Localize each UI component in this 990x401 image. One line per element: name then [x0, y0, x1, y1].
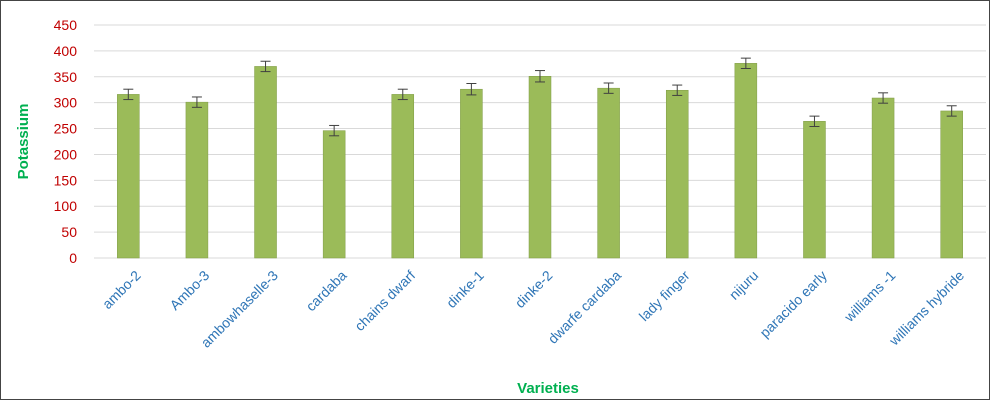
bar [460, 88, 483, 259]
x-tick-label: ambo-2 [99, 267, 144, 312]
y-tick-label: 0 [69, 250, 77, 266]
bar [185, 101, 209, 259]
x-tick-label: williams -1 [840, 267, 898, 325]
x-tick-label: dinke-1 [443, 267, 487, 311]
error-bar [740, 57, 751, 69]
error-bar [466, 83, 477, 96]
error-bar [535, 70, 545, 83]
y-axis-title: Potassium [15, 104, 32, 180]
x-tick-label: nijuru [726, 267, 762, 303]
bars [117, 63, 963, 259]
y-tick-label: 450 [54, 17, 78, 33]
error-bar [329, 124, 340, 137]
bar [322, 130, 346, 259]
x-tick-label: chains dwarf [351, 267, 418, 334]
x-axis-title: Varieties [517, 380, 579, 397]
x-tick-label: Ambo-3 [166, 267, 212, 313]
bar [734, 63, 758, 259]
y-tick-label: 100 [54, 198, 78, 214]
error-bar [672, 84, 683, 96]
x-tick-label: cardaba [303, 267, 350, 314]
error-bar [123, 88, 134, 101]
x-tick-label: dwarfe cardaba [545, 267, 625, 347]
bar [803, 121, 826, 259]
error-bar [603, 82, 614, 94]
error-bar [260, 60, 271, 73]
bar [871, 97, 895, 259]
bar [528, 76, 552, 259]
y-tick-label: 200 [54, 146, 78, 162]
error-bar [809, 115, 820, 127]
y-tick-label: 400 [54, 43, 78, 59]
bar [940, 110, 963, 259]
error-bar [878, 92, 889, 104]
y-tick-label: 300 [54, 95, 78, 111]
x-tick-label: dinke-2 [512, 267, 556, 311]
y-tick-label: 350 [54, 69, 78, 85]
x-tick-label: paracido early [756, 267, 829, 340]
bar [117, 94, 140, 259]
bar [254, 66, 277, 259]
y-axis-ticks: 0 50 100 150 200 250 300 350 400 450 [54, 17, 78, 266]
bar [391, 94, 415, 259]
x-tick-label: lady finger [636, 267, 693, 324]
y-tick-label: 50 [61, 224, 77, 240]
y-tick-label: 150 [54, 172, 78, 188]
error-bar [397, 88, 408, 101]
bar [597, 87, 620, 259]
bar [665, 89, 689, 259]
error-bars [123, 57, 957, 137]
error-bar [946, 105, 957, 117]
error-bar [191, 96, 202, 108]
y-tick-label: 250 [54, 121, 78, 137]
